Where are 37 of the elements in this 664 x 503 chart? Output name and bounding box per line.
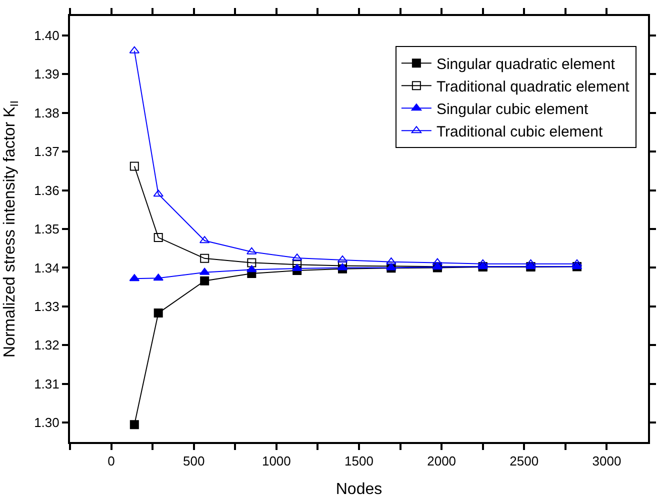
point	[246, 265, 257, 272]
x-axis-title: Nodes	[336, 480, 382, 498]
y-tick-label: 1.30	[34, 415, 60, 430]
point	[386, 257, 396, 264]
point	[200, 276, 210, 286]
y-tick-label: 1.40	[34, 28, 60, 43]
x-tick-label: 2000	[427, 454, 456, 469]
y-tick-label: 1.38	[34, 105, 60, 120]
x-tick-label: 2500	[510, 454, 539, 469]
legend-label: Singular cubic element	[436, 100, 590, 118]
x-tick-label: 3000	[592, 454, 622, 469]
legend-label: Traditional quadratic element	[436, 78, 630, 96]
point	[247, 258, 256, 268]
point	[478, 259, 488, 266]
point	[154, 308, 163, 318]
y-tick-label: 1.33	[34, 299, 60, 314]
point	[154, 233, 163, 242]
y-tick-label: 1.39	[34, 66, 60, 82]
point	[526, 259, 536, 266]
point	[153, 274, 164, 281]
legend-label: Traditional cubic element	[436, 123, 604, 140]
y-tick-label: 1.35	[34, 222, 60, 237]
x-tick-label: 500	[183, 454, 205, 469]
point	[200, 254, 210, 263]
x-tick-label: 1000	[262, 454, 291, 469]
y-tick-label: 1.37	[34, 144, 60, 160]
point	[130, 162, 139, 171]
x-tick-label: 1500	[344, 454, 374, 469]
y-tick-label: 1.32	[34, 338, 60, 353]
y-tick-label: 1.34	[34, 260, 60, 276]
point	[246, 247, 257, 254]
y-tick-label: 1.36	[34, 182, 60, 198]
legend-label: Singular quadratic element	[436, 56, 616, 73]
point	[153, 190, 164, 197]
x-tick-label: 0	[108, 454, 115, 469]
point	[130, 420, 139, 430]
y-tick-label: 1.31	[34, 376, 60, 392]
